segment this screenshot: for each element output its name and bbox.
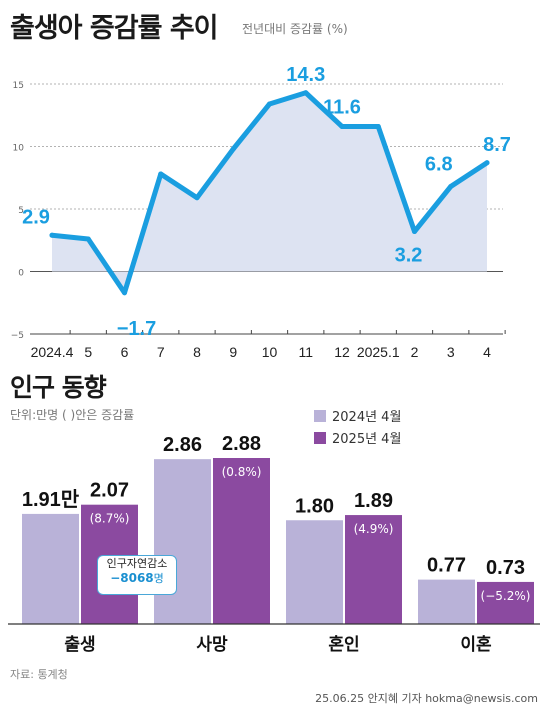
bar xyxy=(213,458,270,624)
natural-decrease-value: −8068 xyxy=(110,571,154,585)
bar-rate-label: (−5.2%) xyxy=(481,589,531,603)
category-label: 혼인 xyxy=(328,634,359,655)
y-tick-label: −5 xyxy=(11,331,24,341)
x-tick-label: 12 xyxy=(334,344,350,360)
bar xyxy=(418,579,475,624)
x-tick-label: 2025.1 xyxy=(357,344,400,360)
bar-value-label: 0.73 xyxy=(486,557,525,579)
category-label: 출생 xyxy=(64,635,95,655)
source-note: 자료: 통계청 xyxy=(10,668,68,681)
x-tick-label: 11 xyxy=(298,344,313,360)
y-tick-label: 0 xyxy=(18,269,24,279)
line-chart: 15 10 5 0 −5 2024.4 5 6 7 8 9 10 11 12 2025.1 2 3 4 2.9 −1.… xyxy=(11,64,511,360)
data-label: 8.7 xyxy=(483,134,511,156)
data-point xyxy=(230,146,236,152)
section-title: 인구 동향 xyxy=(10,373,107,402)
x-tick-label: 6 xyxy=(121,344,129,360)
credit-line: 25.06.25 안지혜 기자 hokma@newsis.com xyxy=(315,692,538,705)
chart-title: 출생아 증감률 추이 xyxy=(10,13,219,44)
x-tick-label: 7 xyxy=(157,344,165,360)
data-point xyxy=(122,290,127,296)
chart-unit-note: 전년대비 증감률 (%) xyxy=(242,22,348,36)
unit-note: 단위:만명 ( )안은 증감률 xyxy=(10,408,135,422)
bar-value-label: 1.80 xyxy=(295,495,334,517)
legend-2025: 2025년 4월 xyxy=(314,428,401,447)
y-tick-label: 15 xyxy=(13,81,24,91)
data-point xyxy=(412,229,417,234)
data-point xyxy=(375,124,381,129)
bar xyxy=(154,459,211,624)
x-tick-label: 3 xyxy=(447,344,455,360)
category-label: 사망 xyxy=(196,635,228,655)
data-point xyxy=(194,195,200,201)
natural-decrease-label: 인구자연감소 xyxy=(106,557,168,570)
bar xyxy=(477,581,534,624)
bar xyxy=(345,515,402,624)
y-tick-label: 5 xyxy=(18,206,24,216)
area-fill xyxy=(52,92,487,293)
category-label: 이혼 xyxy=(460,634,492,655)
data-label: 3.2 xyxy=(395,245,423,267)
x-tick-label: 2 xyxy=(411,344,419,360)
bar-rate-label: (8.7%) xyxy=(90,512,130,526)
y-tick-label: 10 xyxy=(13,144,25,154)
natural-decrease-callout: 인구자연감소 −8068명 xyxy=(97,555,177,595)
data-point xyxy=(448,184,454,189)
bar-value-label: 1.89 xyxy=(354,490,393,512)
x-tick-label: 9 xyxy=(229,344,237,360)
data-point xyxy=(49,232,55,238)
data-point xyxy=(85,236,91,242)
data-label: 14.3 xyxy=(286,64,325,86)
bar-value-label: 1.91만 xyxy=(22,488,80,511)
legend-2024: 2024년 4월 xyxy=(314,406,401,425)
data-label: 11.6 xyxy=(323,97,361,119)
data-label: 6.8 xyxy=(425,154,453,176)
bar xyxy=(22,513,79,624)
bar xyxy=(286,520,343,624)
natural-decrease-unit: 명 xyxy=(153,572,164,585)
bar-rate-label: (0.8%) xyxy=(222,465,262,479)
legend-swatch-2024 xyxy=(314,409,326,422)
x-tick-label: 5 xyxy=(84,344,92,360)
x-tick-label: 2024.4 xyxy=(31,344,74,360)
data-point xyxy=(158,171,164,177)
x-tick-label: 4 xyxy=(483,344,491,360)
data-label: −1.7 xyxy=(117,318,156,340)
bar-value-label: 2.86 xyxy=(163,434,202,456)
x-tick-label: 10 xyxy=(262,344,278,360)
x-tick-label: 8 xyxy=(193,344,201,360)
data-point xyxy=(267,101,272,107)
bar-value-label: 2.88 xyxy=(222,433,261,455)
bar-rate-label: (4.9%) xyxy=(354,522,394,536)
bar-value-label: 0.77 xyxy=(427,555,466,577)
data-label: 2.9 xyxy=(22,206,50,228)
data-point xyxy=(484,160,490,166)
legend-label-2025: 2025년 4월 xyxy=(332,432,402,447)
data-point xyxy=(303,90,309,96)
bar-value-label: 2.07 xyxy=(90,480,129,502)
data-point xyxy=(339,124,345,129)
legend-swatch-2025 xyxy=(314,431,326,444)
legend-label-2024: 2024년 4월 xyxy=(332,410,402,425)
